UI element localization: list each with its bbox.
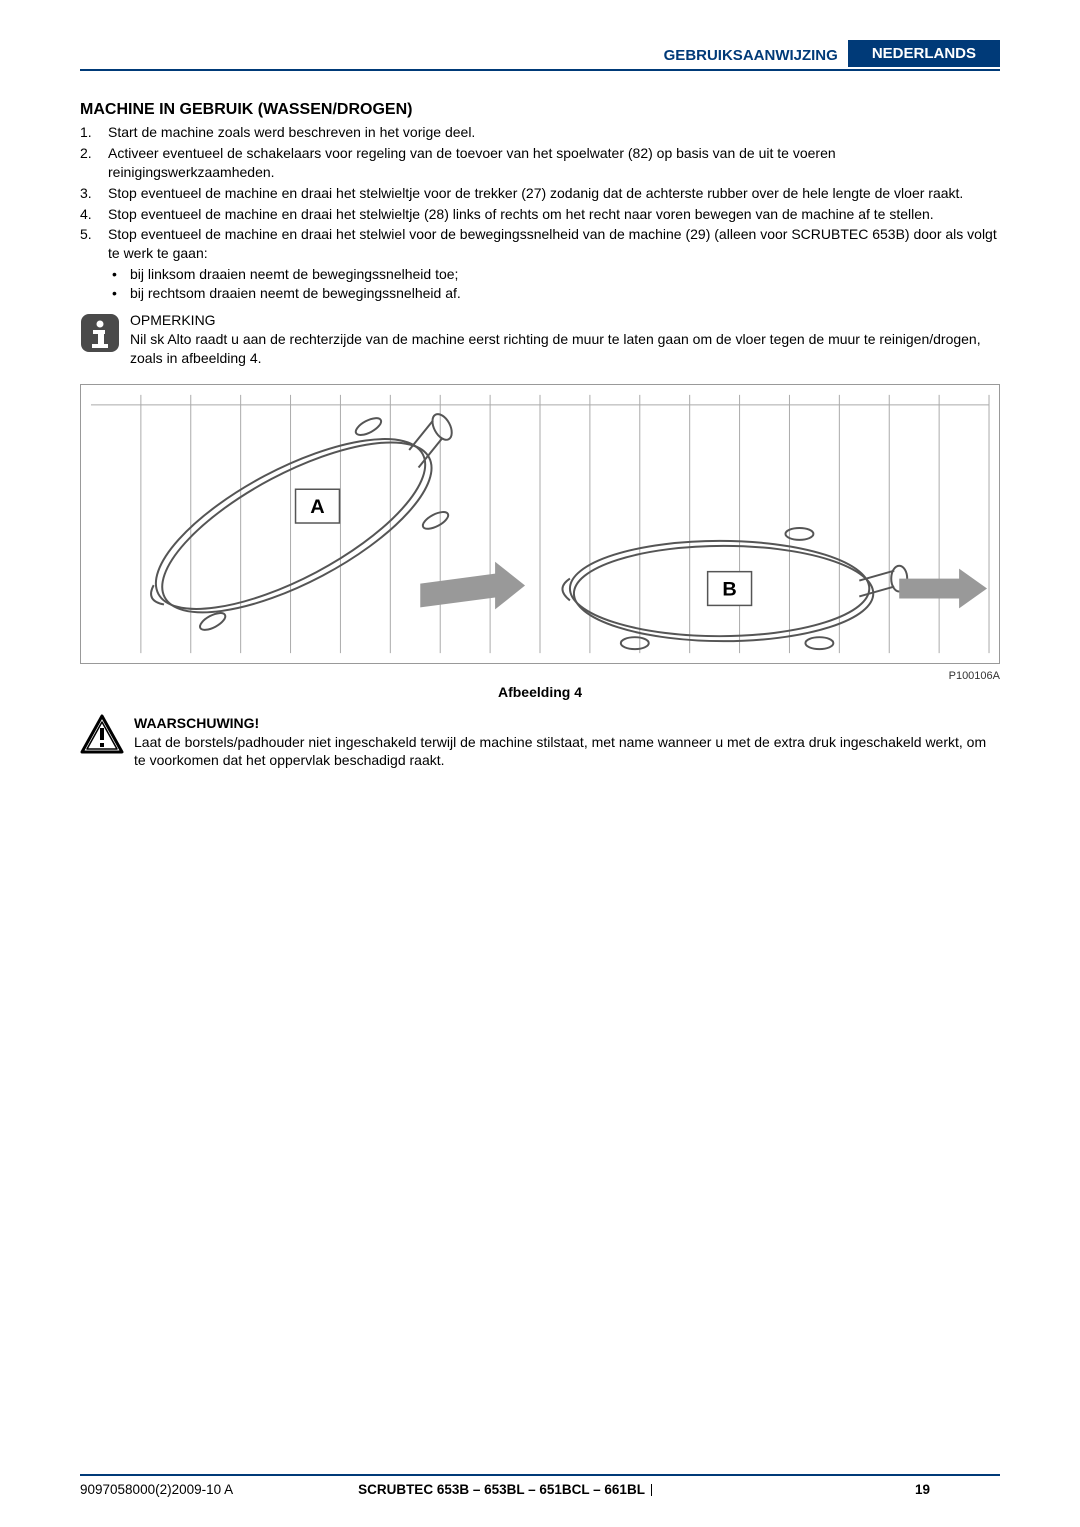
- sub-list: bij linksom draaien neemt de bewegingssn…: [108, 265, 1000, 303]
- list-item: 1. Start de machine zoals werd beschreve…: [80, 123, 1000, 142]
- list-item-text: Stop eventueel de machine en draai het s…: [108, 225, 1000, 303]
- list-item: 3. Stop eventueel de machine en draai he…: [80, 184, 1000, 203]
- warning-text: WAARSCHUWING! Laat de borstels/padhouder…: [134, 714, 1000, 771]
- figure-arrow-b: [899, 568, 987, 608]
- warning-block: WAARSCHUWING! Laat de borstels/padhouder…: [80, 714, 1000, 771]
- instruction-list: 1. Start de machine zoals werd beschreve…: [80, 123, 1000, 305]
- header-language-badge: NEDERLANDS: [848, 40, 1000, 67]
- note-body: Nil sk Alto raadt u aan de rechterzijde …: [130, 330, 1000, 368]
- warning-label: WAARSCHUWING!: [134, 715, 259, 731]
- page-header: GEBRUIKSAANWIJZING NEDERLANDS: [80, 40, 1000, 71]
- list-item-text: Stop eventueel de machine en draai het s…: [108, 184, 1000, 203]
- figure-image-id: P100106A: [80, 670, 1000, 682]
- header-section-title: GEBRUIKSAANWIJZING: [664, 47, 838, 67]
- warning-body: Laat de borstels/padhouder niet ingescha…: [134, 734, 986, 769]
- vertical-spacer: [80, 790, 1000, 1474]
- list-item-number: 1.: [80, 123, 108, 142]
- footer-model-text: SCRUBTEC 653B – 653BL – 651BCL – 661BL: [358, 1482, 645, 1497]
- footer-page-number: 19: [680, 1482, 1000, 1497]
- list-item: 4. Stop eventueel de machine en draai he…: [80, 205, 1000, 224]
- sub-list-item: bij rechtsom draaien neemt de bewegingss…: [112, 284, 1000, 303]
- list-item-number: 4.: [80, 205, 108, 224]
- note-label: OPMERKING: [130, 311, 1000, 330]
- sub-list-item: bij linksom draaien neemt de bewegingssn…: [112, 265, 1000, 284]
- list-item-number: 3.: [80, 184, 108, 203]
- list-item: 5. Stop eventueel de machine en draai he…: [80, 225, 1000, 303]
- footer-doc-id: 9097058000(2)2009-10 A: [80, 1482, 330, 1497]
- list-item-number: 5.: [80, 225, 108, 303]
- footer-model: SCRUBTEC 653B – 653BL – 651BCL – 661BL: [330, 1482, 680, 1497]
- note-block: OPMERKING Nil sk Alto raadt u aan de rec…: [80, 311, 1000, 368]
- warning-icon: [80, 714, 124, 754]
- page-footer: 9097058000(2)2009-10 A SCRUBTEC 653B – 6…: [80, 1474, 1000, 1497]
- list-item-text: Stop eventueel de machine en draai het s…: [108, 205, 1000, 224]
- list-item-text: Activeer eventueel de schakelaars voor r…: [108, 144, 1000, 182]
- list-item-text: Start de machine zoals werd beschreven i…: [108, 123, 1000, 142]
- figure-arrow-a: [420, 561, 525, 609]
- footer-separator: [651, 1484, 652, 1496]
- figure-caption: Afbeelding 4: [80, 684, 1000, 700]
- figure-label-a: A: [310, 496, 324, 518]
- info-icon: [80, 313, 120, 353]
- figure-label-b: B: [722, 578, 736, 600]
- list-item-maintext: Stop eventueel de machine en draai het s…: [108, 226, 997, 261]
- list-item: 2. Activeer eventueel de schakelaars voo…: [80, 144, 1000, 182]
- section-title: MACHINE IN GEBRUIK (WASSEN/DROGEN): [80, 101, 1000, 119]
- page: GEBRUIKSAANWIJZING NEDERLANDS MACHINE IN…: [0, 0, 1080, 1527]
- figure-diagram: A B: [80, 384, 1000, 664]
- note-text: OPMERKING Nil sk Alto raadt u aan de rec…: [130, 311, 1000, 368]
- list-item-number: 2.: [80, 144, 108, 182]
